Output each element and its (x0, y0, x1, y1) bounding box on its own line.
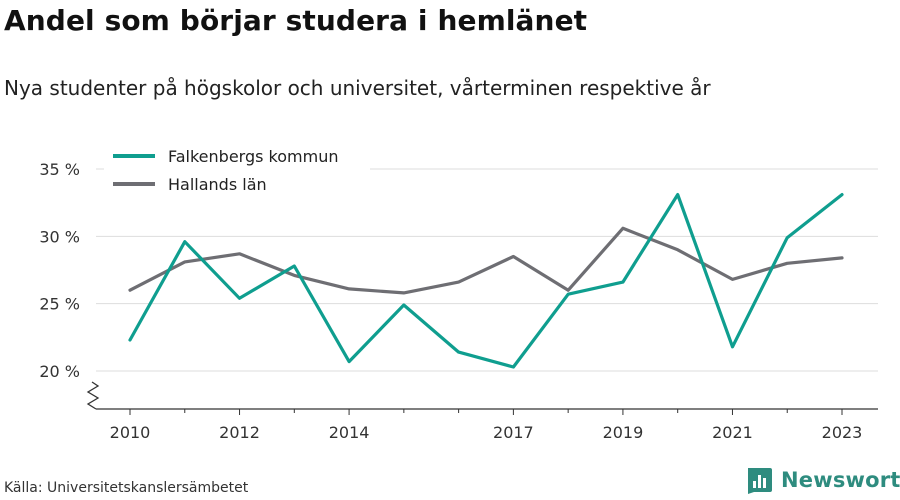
legend-background (104, 142, 370, 198)
x-tick-label: 2012 (219, 423, 260, 442)
legend-label: Hallands län (168, 175, 267, 194)
axis-break-icon (86, 381, 100, 410)
y-tick-label: 20 % (39, 362, 80, 381)
x-tick-label: 2023 (822, 423, 863, 442)
line-chart: 2010 2012 2014 2017 2019 2021 2023 20 % 25 % 30 … (39, 142, 878, 442)
x-tick-label: 2017 (493, 423, 534, 442)
newsworthy-logo: Newsworthy (745, 466, 900, 494)
y-axis-ticks: 20 % 25 % 30 % 35 % (39, 160, 80, 381)
y-tick-label: 35 % (39, 160, 80, 179)
x-tick-label: 2019 (603, 423, 644, 442)
chart-title: Andel som börjar studera i hemlänet (4, 4, 588, 37)
x-axis: 2010 2012 2014 2017 2019 2021 2023 (86, 381, 878, 442)
series-lines (128, 193, 844, 369)
legend: Falkenbergs kommun Hallands län (104, 142, 370, 198)
series-line-halland (128, 226, 844, 295)
series-line-falkenberg (128, 193, 844, 369)
brand-name: Newsworthy (781, 468, 900, 492)
x-tick-label: 2010 (110, 423, 151, 442)
source-note: Källa: Universitetskanslersämbetet (4, 480, 249, 496)
y-tick-label: 25 % (39, 295, 80, 314)
x-tick-label: 2021 (712, 423, 753, 442)
y-tick-label: 30 % (39, 227, 80, 246)
chart-subtitle: Nya studenter på högskolor och universit… (4, 76, 711, 100)
x-tick-label: 2014 (329, 423, 370, 442)
newsworthy-logo-icon (748, 468, 772, 494)
legend-label: Falkenbergs kommun (168, 147, 338, 166)
